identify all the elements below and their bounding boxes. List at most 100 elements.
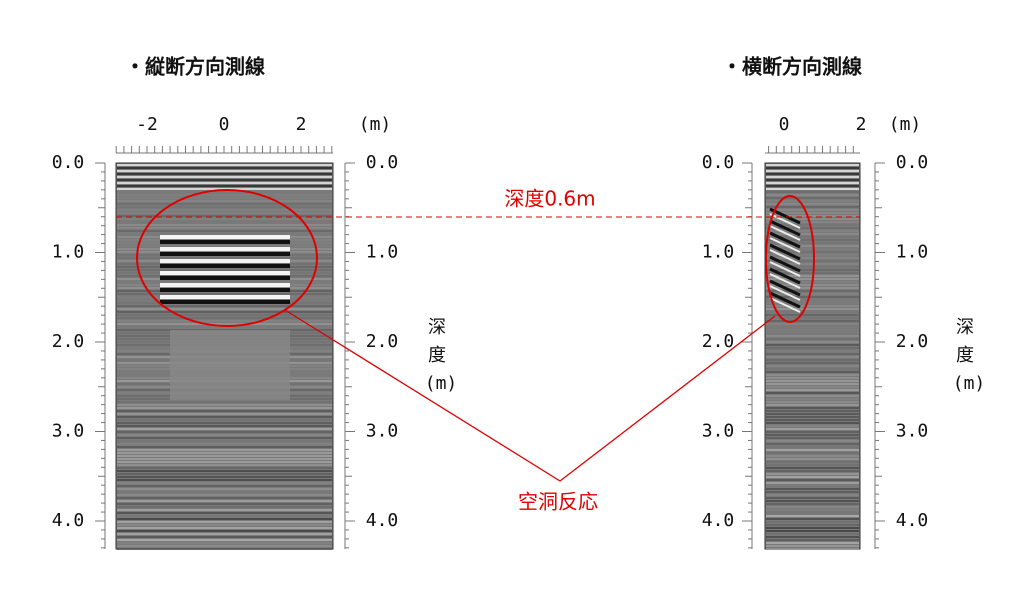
stripe: [766, 539, 859, 541]
stripe: [117, 473, 332, 475]
depth-tick-label: 4.0: [896, 510, 929, 531]
depth-annotation: 深度0.6m: [504, 187, 595, 211]
stripe: [766, 170, 859, 172]
stripe: [766, 305, 859, 307]
stripe: [766, 434, 859, 436]
stripe: [117, 173, 332, 175]
reflection: [769, 225, 801, 241]
stripe: [117, 413, 332, 415]
stripe: [117, 494, 332, 496]
stripe: [117, 428, 332, 430]
stripe: [117, 308, 332, 310]
stripe: [766, 476, 859, 478]
reflection: [769, 273, 801, 289]
stripe: [766, 245, 859, 247]
reflection: [769, 255, 801, 273]
depth-tick-label: 0.0: [702, 152, 735, 173]
stripe: [117, 410, 332, 412]
stripe: [117, 314, 332, 316]
stripe: [117, 479, 332, 481]
stripe: [117, 305, 332, 307]
stripe: [766, 509, 859, 511]
stripe: [766, 329, 859, 331]
reflection: [160, 283, 290, 287]
stripe: [766, 431, 859, 433]
stripe: [117, 533, 332, 535]
depth-tick-label: 3.0: [702, 421, 735, 442]
reflection: [769, 267, 801, 285]
stripe: [766, 461, 859, 463]
stripe: [117, 164, 332, 166]
stripe: [117, 209, 332, 211]
stripe: [766, 167, 859, 169]
reflection: [160, 240, 290, 244]
x-tick-label: 2: [296, 114, 307, 135]
stripe: [766, 257, 859, 259]
stripe: [117, 431, 332, 433]
stripe: [766, 473, 859, 475]
stripe: [766, 176, 859, 178]
pointer-line: [284, 309, 776, 482]
stripe: [117, 464, 332, 466]
reflection: [769, 261, 801, 277]
stripe: [766, 521, 859, 523]
stripe: [766, 308, 859, 310]
stripe: [117, 500, 332, 502]
stripe: [766, 386, 859, 388]
stripe: [766, 479, 859, 481]
stripe: [117, 320, 332, 322]
reflection: [769, 279, 801, 297]
stripe: [766, 380, 859, 382]
stripe: [766, 413, 859, 415]
stripe: [117, 245, 332, 247]
stripe: [766, 440, 859, 442]
stripe: [766, 527, 859, 529]
stripe: [766, 548, 859, 550]
stripe: [766, 362, 859, 364]
stripe: [766, 470, 859, 472]
stripe: [766, 215, 859, 217]
stripe: [117, 455, 332, 457]
depth-tick-label: 3.0: [52, 421, 85, 442]
stripe: [117, 545, 332, 547]
stripe: [766, 206, 859, 208]
depth-tick-label: 4.0: [702, 510, 735, 531]
stripe: [766, 503, 859, 505]
stripe: [766, 500, 859, 502]
stripe: [117, 416, 332, 418]
stripe: [117, 233, 332, 235]
stripe: [117, 401, 332, 403]
stripe: [766, 269, 859, 271]
stripe: [117, 488, 332, 490]
stripe: [117, 524, 332, 526]
stripe: [766, 299, 859, 301]
stripe: [766, 260, 859, 262]
stripe: [117, 482, 332, 484]
x-unit: (m): [889, 114, 922, 135]
stripe: [766, 482, 859, 484]
reflection: [160, 264, 290, 268]
stripe: [117, 503, 332, 505]
stripe: [766, 365, 859, 367]
stripe: [117, 230, 332, 232]
stripe: [766, 338, 859, 340]
stripe: [117, 530, 332, 532]
stripe: [117, 467, 332, 469]
stripe: [766, 179, 859, 181]
reflection: [769, 249, 801, 265]
stripe: [117, 419, 332, 421]
stripe: [766, 518, 859, 520]
stripe: [117, 185, 332, 187]
stripe: [117, 311, 332, 313]
stripe: [766, 512, 859, 514]
stripe: [766, 404, 859, 406]
stripe: [766, 545, 859, 547]
depth-tick-label: 0.0: [366, 152, 399, 173]
stripe: [117, 326, 332, 328]
stripe: [117, 452, 332, 454]
stripe: [117, 509, 332, 511]
stripe: [117, 323, 332, 325]
stripe: [766, 296, 859, 298]
depth-tick-label: 1.0: [52, 242, 85, 263]
stripe: [117, 269, 332, 271]
